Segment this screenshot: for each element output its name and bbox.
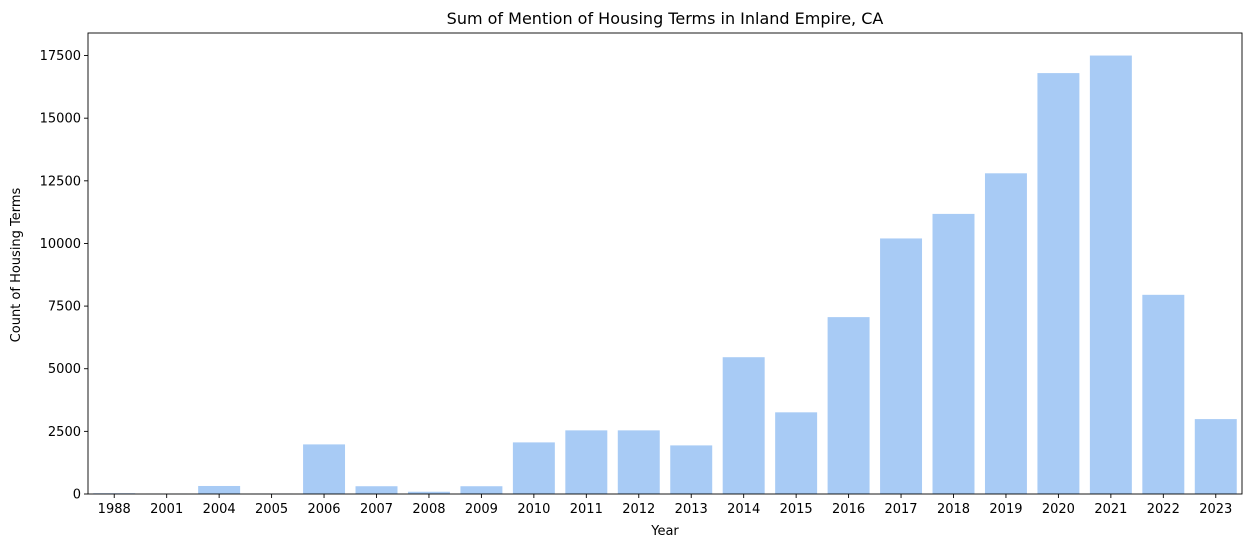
- bar-2008: [407, 491, 450, 494]
- bar-2021: [1089, 55, 1132, 494]
- x-axis-label: Year: [650, 524, 679, 539]
- bar-2016: [827, 317, 870, 494]
- bar-2006: [303, 444, 346, 494]
- x-tick-label: 2008: [412, 502, 445, 517]
- bar-2017: [880, 238, 923, 494]
- x-tick-label: 2013: [675, 502, 708, 517]
- bar-2013: [670, 445, 713, 494]
- y-tick-label: 15000: [40, 112, 81, 127]
- x-tick-label: 2022: [1147, 502, 1180, 517]
- bar-2012: [617, 430, 660, 494]
- x-tick-label: 2011: [570, 502, 603, 517]
- x-tick-label: 2005: [255, 502, 288, 517]
- x-tick-label: 2018: [937, 502, 970, 517]
- bar-2014: [722, 357, 765, 494]
- x-tick-label: 2007: [360, 502, 393, 517]
- y-tick-label: 10000: [40, 237, 81, 252]
- bar-2009: [460, 486, 503, 494]
- bar-2011: [565, 430, 608, 494]
- y-tick-label: 7500: [48, 300, 81, 315]
- plot-frame: [87, 32, 1243, 495]
- bar-2007: [355, 486, 398, 494]
- x-tick-label: 2021: [1094, 502, 1127, 517]
- x-tick-label: 2023: [1199, 502, 1232, 517]
- bar-2019: [984, 173, 1027, 494]
- x-tick-label: 2010: [517, 502, 550, 517]
- x-tick-label: 2009: [465, 502, 498, 517]
- y-tick-label: 2500: [48, 425, 81, 440]
- x-tick-label: 1988: [98, 502, 131, 517]
- bar-2015: [775, 412, 818, 494]
- chart-title: Sum of Mention of Housing Terms in Inlan…: [447, 9, 884, 28]
- x-tick-label: 2014: [727, 502, 760, 517]
- y-tick-label: 12500: [40, 174, 81, 189]
- bar-2020: [1037, 73, 1080, 494]
- y-axis-ticks: 0 2500 5000 7500 10000 12500 15000 17500: [40, 49, 88, 503]
- bar-2018: [932, 213, 975, 494]
- y-axis-label: Count of Housing Terms: [9, 187, 24, 342]
- x-tick-label: 2017: [884, 502, 917, 517]
- x-tick-label: 2019: [989, 502, 1022, 517]
- x-tick-label: 2006: [307, 502, 340, 517]
- y-tick-label: 17500: [40, 49, 81, 64]
- x-tick-label: 2020: [1042, 502, 1075, 517]
- x-tick-label: 2004: [203, 502, 236, 517]
- bar-2023: [1194, 419, 1237, 494]
- bar-2004: [198, 485, 241, 494]
- x-tick-label: 2012: [622, 502, 655, 517]
- bar-2010: [512, 442, 555, 494]
- x-tick-label: 2001: [150, 502, 183, 517]
- y-tick-label: 5000: [48, 362, 81, 377]
- bar-2022: [1142, 294, 1185, 494]
- x-tick-label: 2016: [832, 502, 865, 517]
- x-tick-label: 2015: [780, 502, 813, 517]
- x-axis-ticks: 1988 2001 2004 2005 2006 2007 2008 2009 2010 2011…: [98, 494, 1232, 517]
- bars-group: [93, 55, 1237, 494]
- y-tick-label: 0: [73, 488, 81, 503]
